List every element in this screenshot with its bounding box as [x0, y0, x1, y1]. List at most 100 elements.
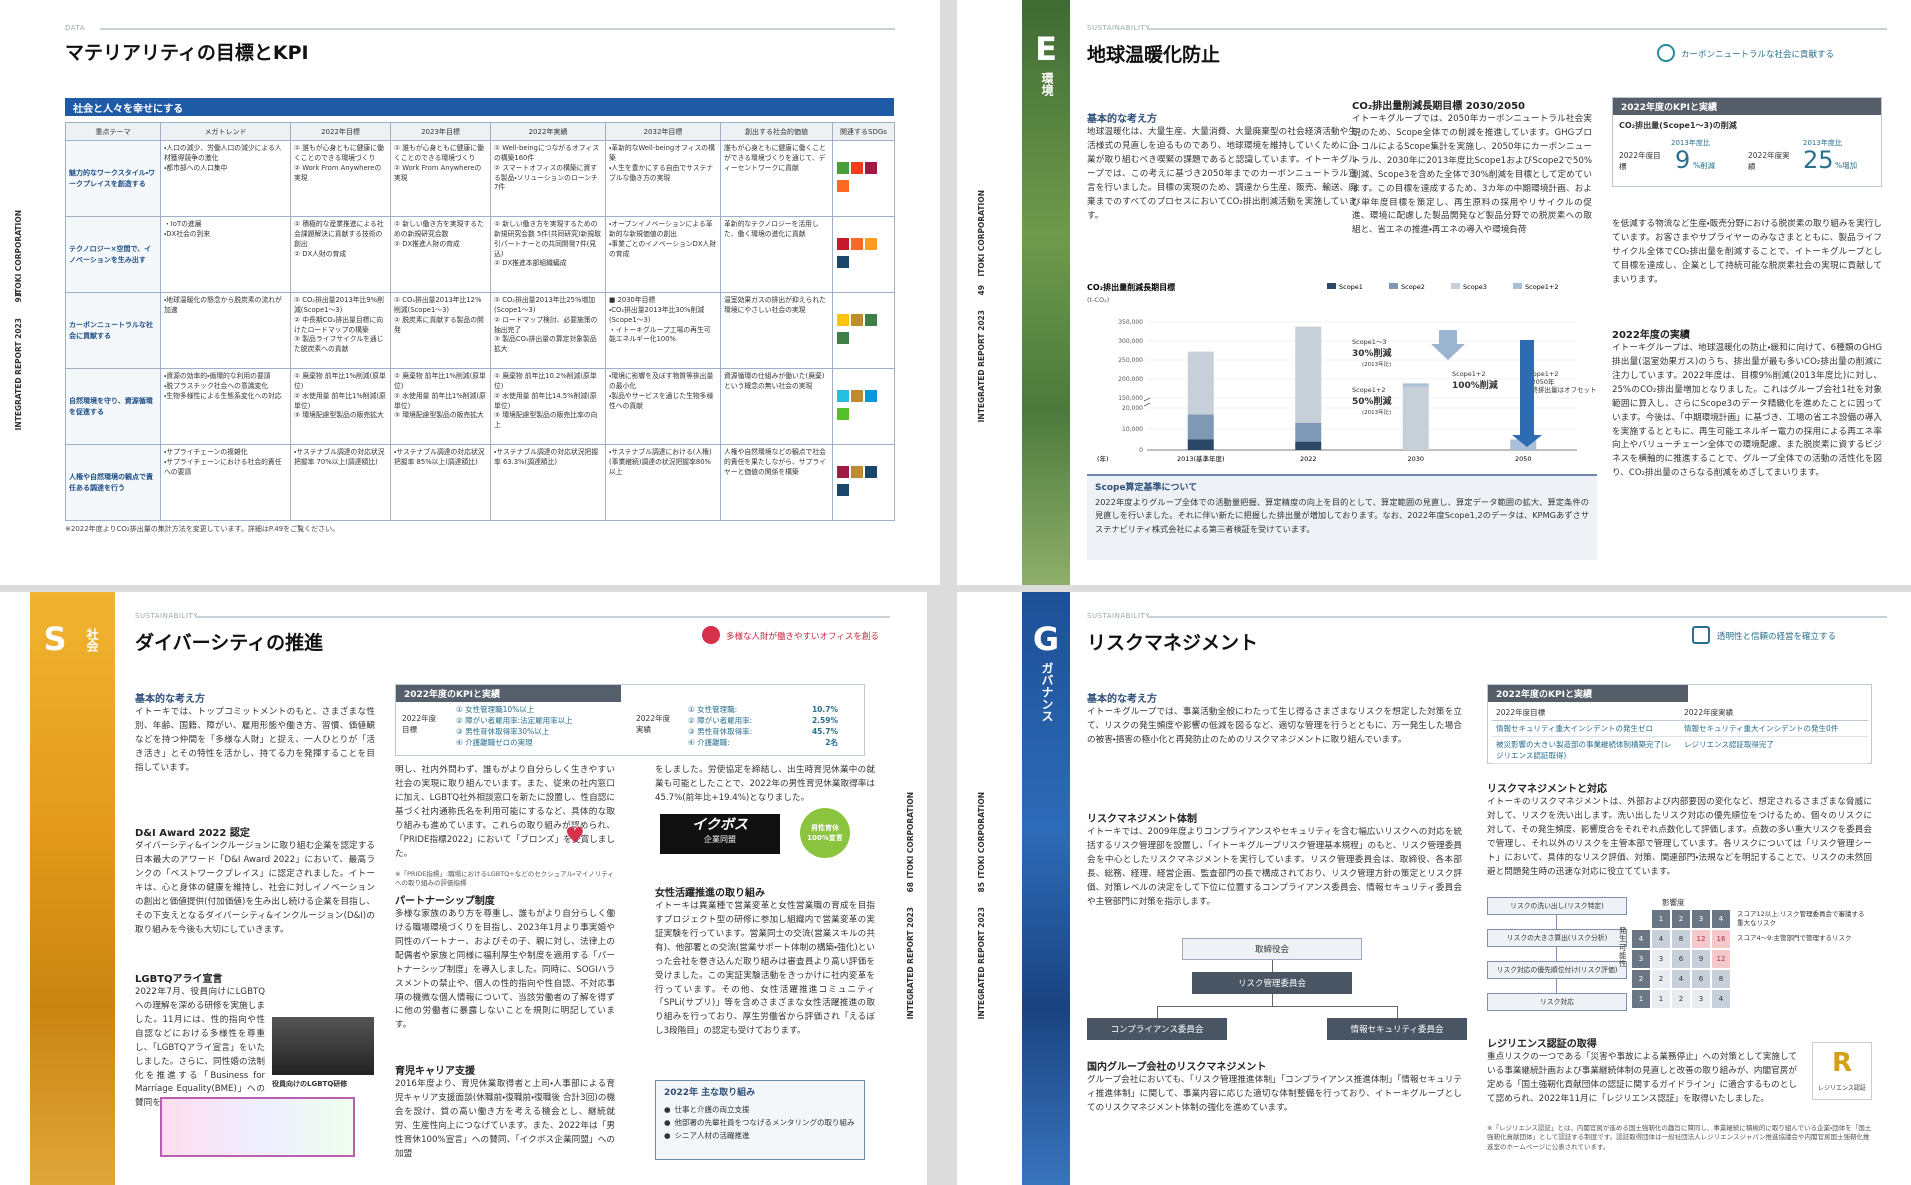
- annotation-line: の2050年: [1525, 377, 1555, 386]
- page-climate: E 環境 ITOKI CORPORATION 49 INTEGRATED REP…: [957, 0, 1911, 585]
- legend-swatch: [1327, 283, 1336, 289]
- sdg-icon: [851, 161, 863, 174]
- badge: 多様な人財が働きやすいオフィスを創る: [726, 632, 879, 642]
- focus-box: 2022年 主な取り組み ● 仕事と介護の両立支援 ● 他部署の先輩社員をつなげるメン…: [655, 1080, 865, 1160]
- heading: 基本的な考え方: [135, 694, 205, 705]
- kpi-target: ① 女性管理職10%以上: [456, 705, 535, 714]
- kpi-heading: 2022年度のKPIと実績: [396, 685, 621, 702]
- kpi-header: 2022年度目標 2022年度実績: [1492, 705, 1868, 721]
- kpi-base: 2013年度比: [1803, 139, 1842, 147]
- paragraph: 多様な家族のあり方を尊重し、誰もがより自分らしく働ける職場環境づくりを目指し、2…: [395, 909, 615, 1031]
- matrix-legend: スコア12以上:リスク管理委員会で審議する重大なリスク スコア4〜9:主管部門で管…: [1737, 910, 1867, 949]
- badge: 透明性と信頼の経営を確立する: [1717, 632, 1837, 642]
- heading: 基本的な考え方: [1087, 694, 1157, 705]
- paragraph: 明し、社内外問わず、誰もがより自分らしく生きやすい社会の実現に取り組んでいます。…: [395, 765, 615, 859]
- paragraph: 重点リスクの一つである「災害や事故による業務停止」への対策として実施している事業…: [1487, 1052, 1797, 1104]
- kpi-label: 2022年度実績: [636, 714, 671, 734]
- matrix-col: 3: [1692, 910, 1710, 928]
- cell: ① 積極的な産業推進による社会課題解決に貢献する技術の創出 ② DX人財の育成: [290, 216, 391, 293]
- ikubos-logo: イクボス 企業同盟: [660, 814, 780, 854]
- sdg-cell: [832, 368, 895, 445]
- page-number: 93: [14, 292, 23, 303]
- note: ※「レジリエンス認証」とは、内閣官房が進める国土強靭化の趣旨に賛同し、事業継続に…: [1487, 1124, 1872, 1151]
- kpi-cell: 被災影響の大きい製造部の事業継続体制構築完了(レジリエンス認証取得): [1492, 736, 1680, 764]
- legend-swatch: [1389, 283, 1398, 289]
- column-header: メガトレンド: [160, 122, 291, 141]
- chart-title: CO₂排出量削減長期目標: [1087, 282, 1175, 292]
- paragraph: イトーキでは、2009年度よりコンプライアンスやセキュリティを含む幅広いリスクへ…: [1087, 827, 1462, 907]
- legend-label: Scope1+2: [1525, 283, 1559, 291]
- photo-caption: 役員向けのLGBTQ研修: [272, 1080, 348, 1088]
- y-tick-label: 250,000: [1118, 357, 1143, 364]
- y-tick-label: 10,000: [1122, 426, 1143, 433]
- cell: 人権や自然環境などの観点で社会的責任を果たしながら、サプライヤーと価値の関係を構…: [720, 444, 833, 521]
- annotation: 30%削減: [1352, 347, 1392, 359]
- flow-step: リスク対応: [1487, 993, 1627, 1011]
- column-header: 関連するSDGs: [832, 122, 895, 141]
- column-header: 2023年目標: [390, 122, 491, 141]
- legend-swatch: [1451, 283, 1460, 289]
- rule: [195, 616, 890, 618]
- annotation: 100%削減: [1452, 379, 1498, 391]
- rule: [1147, 616, 1887, 618]
- sdg-icon: [865, 465, 877, 478]
- mark-label: レジリエンス認証: [1818, 1085, 1866, 1092]
- section-letter: E: [1035, 30, 1057, 68]
- label: DATA: [65, 24, 86, 32]
- report: INTEGRATED REPORT 2023: [977, 907, 986, 1020]
- section-strip: [1022, 0, 1070, 585]
- paragraph: ダイバーシティ&インクルージョンに取り組む企業を認定する日本最大のアワード「D&…: [135, 841, 375, 935]
- sdg-cell: [832, 140, 895, 217]
- row: テクノロジー×空間で、イノベーションを生み出す ・IoTの進展 ・DX社会の到来 ①…: [65, 216, 895, 293]
- kpi-result-item: ④ 介護離職:: [688, 737, 730, 747]
- label: SUSTAINABILITY: [135, 612, 199, 620]
- kpi-result: ② 障がい者雇用率: 2.59%: [688, 716, 838, 727]
- sdg-icon: [865, 313, 877, 326]
- sdg-cell: [832, 444, 895, 521]
- cell: ・サステナブル調達における(人権)(事業継続)調達の状況把握率80%以上: [605, 444, 721, 521]
- co2-chart: CO₂排出量削減長期目標 (t-CO₂) Scope1 Scope2 Scope3 Sco…: [1087, 282, 1597, 463]
- likelihood-label: 発生可能性: [1619, 926, 1627, 968]
- bar-segment: [1402, 386, 1429, 450]
- header-row: 重点テーマ メガトレンド 2022年目標 2023年目標 2022年実績 2032年目標創…: [65, 122, 895, 141]
- sdg-icon: [837, 465, 849, 478]
- cell: ① 誰もが心身ともに健康に働くことのできる環境づくり ② Work From A…: [390, 140, 491, 217]
- paragraph: イトーキのリスクマネジメントは、外部および内部要因の変化など、想定されるさまざま…: [1487, 797, 1872, 877]
- legend-label: Scope3: [1463, 283, 1487, 291]
- sdg-icon: [837, 161, 849, 174]
- report: INTEGRATED REPORT 2023: [14, 318, 23, 431]
- focus-heading: 2022年 主な取り組み: [664, 1088, 756, 1098]
- heading: 女性活躍推進の取り組み: [655, 888, 765, 899]
- flow-step: リスクの大きさ算出(リスク分析): [1487, 929, 1627, 947]
- connector: [1272, 960, 1273, 972]
- note: ※2022年度よりCO₂排出量の集計方法を変更しています。詳細はP.49をご覧く…: [65, 525, 340, 533]
- org-box: [1182, 938, 1362, 960]
- x-axis-label: (年): [1097, 454, 1109, 463]
- matrix-cell: 1: [1652, 990, 1670, 1008]
- matrix-cell: 12: [1692, 930, 1710, 948]
- annotation-line: 最終排出量はオフセット: [1525, 385, 1597, 394]
- legend-label: Scope2: [1401, 283, 1425, 291]
- cell: 温室効果ガスの排出が抑えられた環境にやさしい社会の実現: [720, 292, 833, 369]
- x-tick-label: 2030: [1407, 455, 1424, 463]
- kpi-box: 2022年度のKPIと実績 2022年度目標 ① 女性管理職10%以上 ② 障がい…: [395, 684, 865, 756]
- kpi-unit: %削減: [1693, 161, 1716, 170]
- bar-segment: [1402, 383, 1429, 387]
- bullet: ●: [664, 1105, 671, 1114]
- sdg-cell: [832, 292, 895, 369]
- rule: [100, 28, 895, 30]
- theme-cell: テクノロジー×空間で、イノベーションを生み出す: [65, 216, 161, 293]
- paragraph: 2022年7月、役員向けにLGBTQへの理解を深める研修を実施しました。11月に…: [135, 987, 265, 1109]
- annotation: Scope1〜3: [1352, 338, 1387, 346]
- section-letter: S: [43, 620, 67, 658]
- matrix-cell: 12: [1712, 950, 1730, 968]
- kpi-col: 2022年度実績: [1680, 705, 1868, 721]
- rule: [1147, 28, 1887, 30]
- matrix-cell: 4: [1652, 930, 1670, 948]
- arrow: [1431, 330, 1465, 360]
- cell: ① CO₂排出量2013年比12%削減(Scope1〜3) ② 脱炭素に貢献する…: [390, 292, 491, 369]
- paragraph: 2016年度より、育児休業取得者と上司・人事部による育児キャリア支援面談(休職前…: [395, 1079, 615, 1159]
- sdg-icon: [865, 237, 877, 250]
- ikubos-sub: 企業同盟: [704, 835, 736, 844]
